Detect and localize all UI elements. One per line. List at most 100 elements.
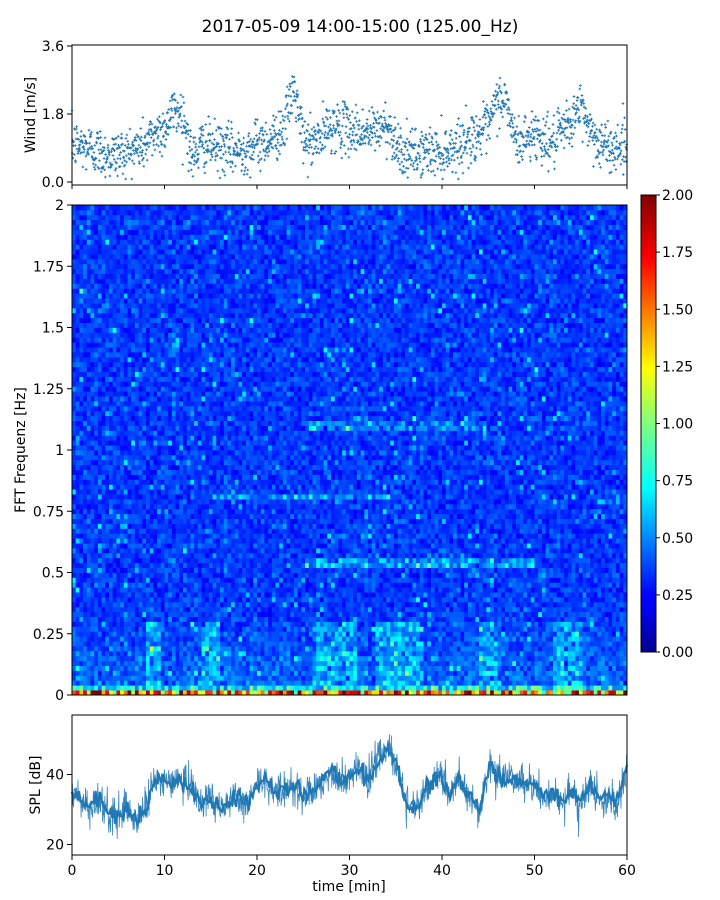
heatmap-cell bbox=[582, 646, 587, 652]
heatmap-cell bbox=[301, 592, 306, 598]
heatmap-cell bbox=[364, 665, 369, 671]
heatmap-cell bbox=[90, 631, 95, 637]
heatmap-cell bbox=[408, 572, 413, 578]
heatmap-cell bbox=[112, 582, 117, 588]
heatmap-cell bbox=[530, 562, 535, 568]
heatmap-cell bbox=[356, 670, 361, 676]
heatmap-cell bbox=[379, 646, 384, 652]
heatmap-cell bbox=[597, 552, 602, 559]
heatmap-cell bbox=[393, 543, 398, 549]
heatmap-cell bbox=[549, 690, 554, 696]
heatmap-cell bbox=[597, 660, 602, 666]
heatmap-cell bbox=[445, 631, 450, 637]
heatmap-cell bbox=[368, 631, 373, 637]
heatmap-cell bbox=[397, 533, 402, 539]
heatmap-cell bbox=[523, 655, 528, 662]
heatmap-cell bbox=[390, 616, 395, 622]
heatmap-cell bbox=[294, 562, 299, 568]
heatmap-cell bbox=[578, 601, 583, 608]
heatmap-cell bbox=[438, 543, 443, 549]
heatmap-cell bbox=[279, 626, 284, 632]
heatmap-cell bbox=[297, 670, 302, 676]
heatmap-cell bbox=[523, 641, 528, 647]
heatmap-cell bbox=[427, 621, 432, 627]
heatmap-cell bbox=[423, 597, 428, 603]
heatmap-cell bbox=[97, 552, 102, 559]
heatmap-cell bbox=[319, 641, 324, 647]
heatmap-cell bbox=[571, 601, 576, 608]
heatmap-cell bbox=[112, 650, 117, 657]
heatmap-cell bbox=[138, 655, 143, 662]
heatmap-cell bbox=[560, 592, 565, 598]
heatmap-cell bbox=[190, 552, 195, 559]
heatmap-cell bbox=[390, 675, 395, 681]
heatmap-cell bbox=[123, 567, 128, 573]
heatmap-cell bbox=[342, 562, 347, 568]
heatmap-cell bbox=[456, 572, 461, 578]
heatmap-cell bbox=[109, 680, 114, 686]
heatmap-cell bbox=[94, 552, 99, 559]
heatmap-cell bbox=[553, 587, 558, 593]
heatmap-cell bbox=[194, 606, 199, 613]
heatmap-cell bbox=[467, 533, 472, 539]
heatmap-cell bbox=[179, 611, 184, 617]
heatmap-cell bbox=[286, 567, 291, 573]
heatmap-cell bbox=[153, 650, 158, 657]
heatmap-cell bbox=[205, 616, 210, 622]
heatmap-cell bbox=[453, 538, 458, 544]
heatmap-cell bbox=[223, 567, 228, 573]
heatmap-cell bbox=[438, 577, 443, 583]
heatmap-cell bbox=[201, 636, 206, 642]
heatmap-cell bbox=[275, 577, 280, 583]
heatmap-cell bbox=[353, 660, 358, 666]
heatmap-cell bbox=[190, 557, 195, 564]
heatmap-cell bbox=[456, 538, 461, 544]
heatmap-cell bbox=[83, 626, 88, 632]
heatmap-cell bbox=[323, 626, 328, 632]
heatmap-cell bbox=[268, 543, 273, 549]
heatmap-cell bbox=[97, 611, 102, 617]
heatmap-cell bbox=[264, 636, 269, 642]
heatmap-cell bbox=[397, 675, 402, 681]
heatmap-cell bbox=[601, 562, 606, 568]
heatmap-cell bbox=[601, 548, 606, 554]
heatmap-cell bbox=[382, 601, 387, 608]
heatmap-cell bbox=[397, 552, 402, 559]
heatmap-cell bbox=[530, 646, 535, 652]
heatmap-cell bbox=[197, 636, 202, 642]
heatmap-cell bbox=[327, 665, 332, 671]
heatmap-cell bbox=[575, 631, 580, 637]
heatmap-cell bbox=[419, 557, 424, 564]
heatmap-cell bbox=[516, 557, 521, 564]
heatmap-cell bbox=[619, 611, 624, 617]
heatmap-cell bbox=[556, 690, 561, 696]
heatmap-cell bbox=[131, 690, 136, 696]
heatmap-cell bbox=[160, 606, 165, 613]
heatmap-cell bbox=[245, 572, 250, 578]
heatmap-cell bbox=[338, 626, 343, 632]
heatmap-cell bbox=[379, 582, 384, 588]
heatmap-cell bbox=[79, 548, 84, 554]
heatmap-cell bbox=[427, 557, 432, 564]
heatmap-cell bbox=[216, 655, 221, 662]
heatmap-cell bbox=[105, 631, 110, 637]
heatmap-cell bbox=[331, 601, 336, 608]
heatmap-cell bbox=[331, 597, 336, 603]
heatmap-cell bbox=[101, 543, 106, 549]
heatmap-cell bbox=[438, 621, 443, 627]
heatmap-cell bbox=[331, 572, 336, 578]
heatmap-cell bbox=[419, 675, 424, 681]
heatmap-cell bbox=[560, 567, 565, 573]
heatmap-cell bbox=[560, 670, 565, 676]
heatmap-cell bbox=[523, 680, 528, 686]
heatmap-cell bbox=[445, 552, 450, 559]
heatmap-cell bbox=[427, 552, 432, 559]
heatmap-cell bbox=[405, 538, 410, 544]
heatmap-cell bbox=[138, 528, 143, 534]
heatmap-cell bbox=[257, 665, 262, 671]
heatmap-cell bbox=[190, 670, 195, 676]
heatmap-cell bbox=[231, 577, 236, 583]
heatmap-cell bbox=[397, 538, 402, 544]
heatmap-cell bbox=[97, 582, 102, 588]
heatmap-cell bbox=[449, 646, 454, 652]
